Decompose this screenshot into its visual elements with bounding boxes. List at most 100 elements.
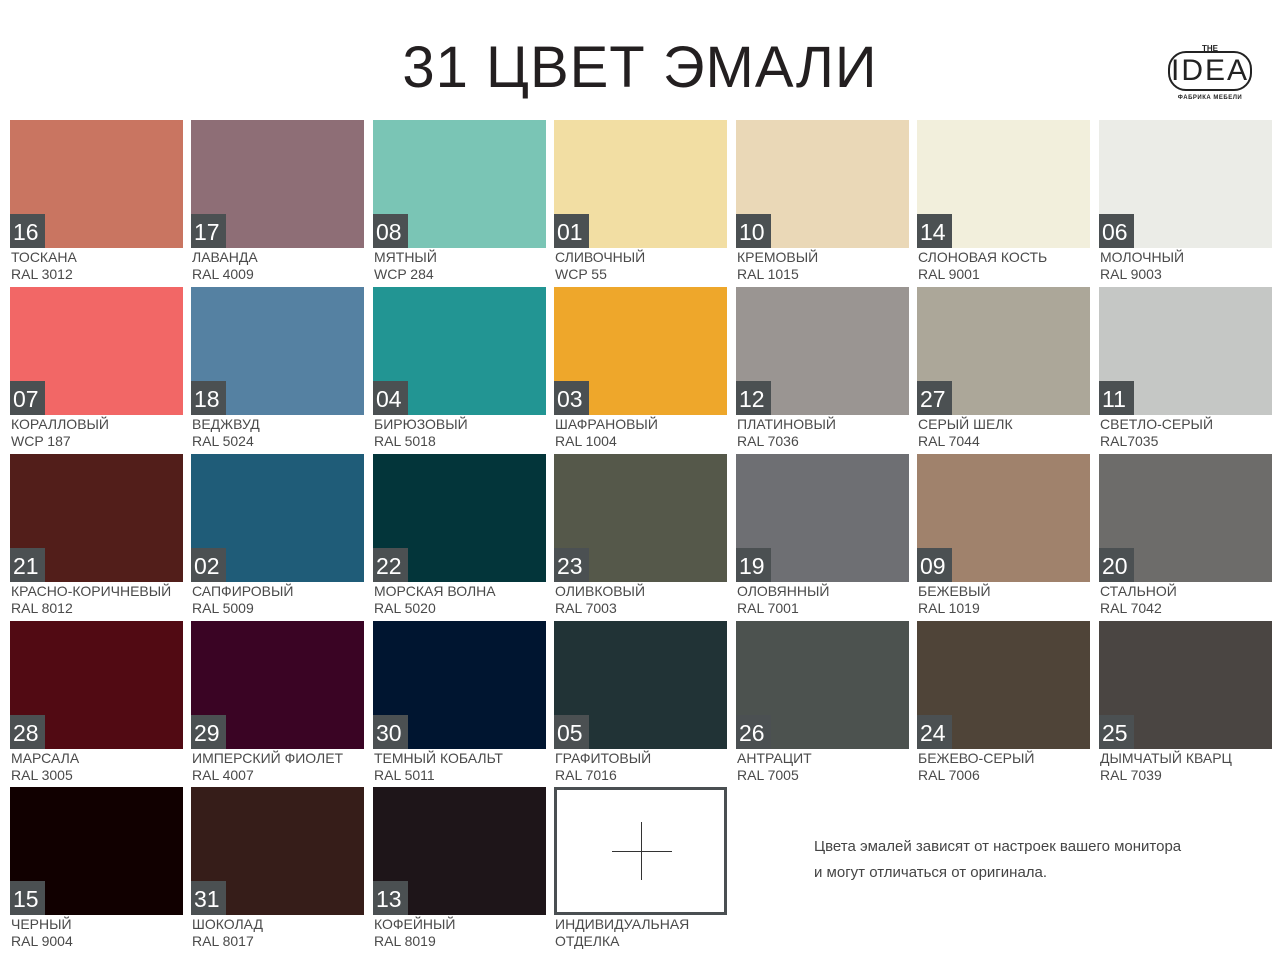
swatch-color[interactable]: 26	[736, 621, 909, 749]
color-swatch-28[interactable]: 28 МАРСАЛА RAL 3005	[10, 621, 183, 784]
swatch-code: RAL 3012	[11, 266, 73, 282]
color-swatch-06[interactable]: 06 МОЛОЧНЫЙ RAL 9003	[1099, 120, 1272, 283]
color-swatch-29[interactable]: 29 ИМПЕРСКИЙ ФИОЛЕТ RAL 4007	[191, 621, 364, 784]
color-swatch-22[interactable]: 22 МОРСКАЯ ВОЛНА RAL 5020	[373, 454, 546, 617]
swatch-number: 03	[554, 381, 589, 415]
swatch-color[interactable]: 16	[10, 120, 183, 248]
swatch-number: 30	[373, 715, 408, 749]
swatch-name: ИМПЕРСКИЙ ФИОЛЕТ	[192, 750, 344, 766]
swatch-name: БИРЮЗОВЫЙ	[374, 416, 468, 432]
swatch-color[interactable]: 15	[10, 787, 183, 915]
color-swatch-23[interactable]: 23 ОЛИВКОВЫЙ RAL 7003	[554, 454, 727, 617]
swatch-name: ШОКОЛАД	[192, 916, 263, 932]
swatch-color[interactable]: 11	[1099, 287, 1272, 415]
color-swatch-10[interactable]: 10 КРЕМОВЫЙ RAL 1015	[736, 120, 909, 283]
swatch-name: ЧЕРНЫЙ	[11, 916, 72, 932]
swatch-color[interactable]: 28	[10, 621, 183, 749]
color-swatch-24[interactable]: 24 БЕЖЕВО-СЕРЫЙ RAL 7006	[917, 621, 1090, 784]
logo-subtitle: ФАБРИКА МЕБЕЛИ	[1177, 95, 1243, 101]
color-swatch-18[interactable]: 18 ВЕДЖВУД RAL 5024	[191, 287, 364, 450]
color-swatch-19[interactable]: 19 ОЛОВЯННЫЙ RAL 7001	[736, 454, 909, 617]
swatch-color[interactable]: 23	[554, 454, 727, 582]
custom-finish[interactable]: ИНДИВИДУАЛЬНАЯ ОТДЕЛКА	[554, 787, 727, 950]
swatch-color[interactable]: 24	[917, 621, 1090, 749]
color-swatch-02[interactable]: 02 САПФИРОВЫЙ RAL 5009	[191, 454, 364, 617]
swatch-number: 06	[1099, 214, 1134, 248]
swatch-name: КРЕМОВЫЙ	[737, 249, 819, 265]
swatch-number: 14	[917, 214, 952, 248]
swatch-name: СЛИВОЧНЫЙ	[555, 249, 646, 265]
swatch-number: 05	[554, 715, 589, 749]
swatch-name: КОРАЛЛОВЫЙ	[11, 416, 109, 432]
swatch-color[interactable]: 12	[736, 287, 909, 415]
swatch-color[interactable]: 22	[373, 454, 546, 582]
color-swatch-11[interactable]: 11 СВЕТЛО-СЕРЫЙ RAL7035	[1099, 287, 1272, 450]
swatch-number: 18	[191, 381, 226, 415]
color-swatch-26[interactable]: 26 АНТРАЦИТ RAL 7005	[736, 621, 909, 784]
color-swatch-13[interactable]: 13 КОФЕЙНЫЙ RAL 8019	[373, 787, 546, 950]
swatch-color[interactable]: 05	[554, 621, 727, 749]
swatch-code: WCP 55	[555, 266, 607, 282]
logo-the: THE	[1202, 44, 1218, 53]
swatch-code: RAL 9001	[918, 266, 980, 282]
color-swatch-25[interactable]: 25 ДЫМЧАТЫЙ КВАРЦ RAL 7039	[1099, 621, 1272, 784]
swatch-number: 04	[373, 381, 408, 415]
swatch-code: RAL 5009	[192, 600, 254, 616]
swatch-code: RAL 7001	[737, 600, 799, 616]
color-swatch-07[interactable]: 07 КОРАЛЛОВЫЙ WCP 187	[10, 287, 183, 450]
custom-swatch[interactable]	[554, 787, 727, 915]
color-swatch-09[interactable]: 09 БЕЖЕВЫЙ RAL 1019	[917, 454, 1090, 617]
swatch-color[interactable]: 25	[1099, 621, 1272, 749]
swatch-code: RAL 7003	[555, 600, 617, 616]
color-swatch-12[interactable]: 12 ПЛАТИНОВЫЙ RAL 7036	[736, 287, 909, 450]
swatch-color[interactable]: 09	[917, 454, 1090, 582]
swatch-color[interactable]: 18	[191, 287, 364, 415]
swatch-color[interactable]: 03	[554, 287, 727, 415]
color-swatch-27[interactable]: 27 СЕРЫЙ ШЕЛК RAL 7044	[917, 287, 1090, 450]
swatch-color[interactable]: 21	[10, 454, 183, 582]
disclaimer-note: Цвета эмалей зависят от настроек вашего …	[814, 834, 1181, 886]
swatch-code: RAL 5024	[192, 433, 254, 449]
swatch-number: 22	[373, 548, 408, 582]
color-swatch-21[interactable]: 21 КРАСНО-КОРИЧНЕВЫЙ RAL 8012	[10, 454, 183, 617]
color-swatch-03[interactable]: 03 ШАФРАНОВЫЙ RAL 1004	[554, 287, 727, 450]
color-swatch-04[interactable]: 04 БИРЮЗОВЫЙ RAL 5018	[373, 287, 546, 450]
swatch-color[interactable]: 07	[10, 287, 183, 415]
swatch-name: КРАСНО-КОРИЧНЕВЫЙ	[11, 583, 172, 599]
color-swatch-08[interactable]: 08 МЯТНЫЙ WCP 284	[373, 120, 546, 283]
swatch-name: МОРСКАЯ ВОЛНА	[374, 583, 496, 599]
swatch-color[interactable]: 04	[373, 287, 546, 415]
swatch-color[interactable]: 02	[191, 454, 364, 582]
swatch-color[interactable]: 29	[191, 621, 364, 749]
swatch-color[interactable]: 10	[736, 120, 909, 248]
swatch-number: 26	[736, 715, 771, 749]
swatch-code: RAL 8019	[374, 933, 436, 949]
swatch-color[interactable]: 27	[917, 287, 1090, 415]
swatch-color[interactable]: 06	[1099, 120, 1272, 248]
swatch-name: СЛОНОВАЯ КОСТЬ	[918, 249, 1048, 265]
swatch-color[interactable]: 01	[554, 120, 727, 248]
swatch-color[interactable]: 13	[373, 787, 546, 915]
color-swatch-20[interactable]: 20 СТАЛЬНОЙ RAL 7042	[1099, 454, 1272, 617]
swatch-number: 11	[1099, 381, 1134, 415]
color-swatch-15[interactable]: 15 ЧЕРНЫЙ RAL 9004	[10, 787, 183, 950]
swatch-color[interactable]: 17	[191, 120, 364, 248]
swatch-color[interactable]: 20	[1099, 454, 1272, 582]
swatch-color[interactable]: 08	[373, 120, 546, 248]
color-swatch-31[interactable]: 31 ШОКОЛАД RAL 8017	[191, 787, 364, 950]
color-swatch-30[interactable]: 30 ТЕМНЫЙ КОБАЛЬТ RAL 5011	[373, 621, 546, 784]
swatch-number: 15	[10, 881, 45, 915]
swatch-color[interactable]: 31	[191, 787, 364, 915]
note-line1: Цвета эмалей зависят от настроек вашего …	[814, 838, 1182, 855]
color-swatch-05[interactable]: 05 ГРАФИТОВЫЙ RAL 7016	[554, 621, 727, 784]
color-swatch-14[interactable]: 14 СЛОНОВАЯ КОСТЬ RAL 9001	[917, 120, 1090, 283]
swatch-color[interactable]: 14	[917, 120, 1090, 248]
color-swatch-01[interactable]: 01 СЛИВОЧНЫЙ WCP 55	[554, 120, 727, 283]
swatch-code: RAL 9003	[1100, 266, 1162, 282]
color-swatch-16[interactable]: 16 ТОСКАНА RAL 3012	[10, 120, 183, 283]
swatch-number: 25	[1099, 715, 1134, 749]
logo: THE IDEA ФАБРИКА МЕБЕЛИ	[1166, 44, 1254, 104]
swatch-color[interactable]: 30	[373, 621, 546, 749]
color-swatch-17[interactable]: 17 ЛАВАНДА RAL 4009	[191, 120, 364, 283]
swatch-color[interactable]: 19	[736, 454, 909, 582]
